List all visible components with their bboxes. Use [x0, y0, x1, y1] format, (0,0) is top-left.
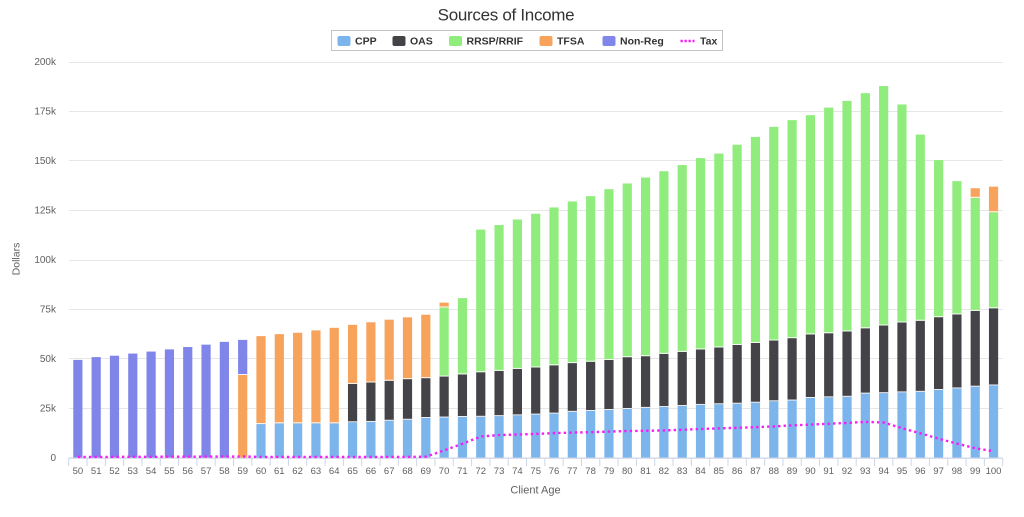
svg-text:77: 77 [567, 466, 578, 477]
svg-text:81: 81 [640, 466, 651, 477]
svg-text:OAS: OAS [410, 36, 433, 48]
svg-text:75k: 75k [40, 305, 57, 316]
svg-text:88: 88 [769, 466, 780, 477]
svg-text:Sources of Income: Sources of Income [438, 6, 575, 25]
svg-text:53: 53 [128, 466, 139, 477]
svg-text:90: 90 [805, 466, 816, 477]
svg-text:93: 93 [860, 466, 871, 477]
svg-text:79: 79 [604, 466, 615, 477]
svg-text:175k: 175k [34, 107, 57, 118]
svg-text:99: 99 [970, 466, 981, 477]
svg-text:Non-Reg: Non-Reg [620, 36, 664, 48]
svg-text:98: 98 [952, 466, 963, 477]
svg-text:73: 73 [494, 466, 505, 477]
svg-text:61: 61 [274, 466, 285, 477]
svg-text:RRSP/RRIF: RRSP/RRIF [467, 36, 524, 48]
svg-text:100k: 100k [34, 255, 57, 266]
svg-text:25k: 25k [40, 404, 57, 415]
svg-text:68: 68 [402, 466, 413, 477]
svg-text:62: 62 [292, 466, 303, 477]
svg-text:59: 59 [237, 466, 248, 477]
svg-text:69: 69 [421, 466, 432, 477]
svg-text:71: 71 [457, 466, 468, 477]
svg-text:64: 64 [329, 466, 340, 477]
svg-text:96: 96 [915, 466, 926, 477]
svg-text:65: 65 [347, 466, 358, 477]
svg-text:150k: 150k [34, 156, 57, 167]
svg-text:50: 50 [73, 466, 84, 477]
svg-text:56: 56 [182, 466, 193, 477]
svg-text:CPP: CPP [355, 36, 377, 48]
svg-text:95: 95 [897, 466, 908, 477]
svg-text:TFSA: TFSA [557, 36, 585, 48]
svg-text:84: 84 [695, 466, 706, 477]
svg-text:200k: 200k [34, 57, 57, 68]
svg-text:91: 91 [823, 466, 834, 477]
svg-text:100: 100 [986, 466, 1002, 477]
svg-text:0: 0 [50, 453, 56, 464]
svg-text:85: 85 [714, 466, 725, 477]
svg-text:55: 55 [164, 466, 175, 477]
svg-text:83: 83 [677, 466, 688, 477]
svg-text:60: 60 [256, 466, 267, 477]
svg-text:97: 97 [933, 466, 944, 477]
svg-text:82: 82 [659, 466, 670, 477]
svg-text:125k: 125k [34, 206, 57, 217]
svg-text:75: 75 [530, 466, 541, 477]
svg-text:63: 63 [311, 466, 322, 477]
svg-text:86: 86 [732, 466, 743, 477]
svg-text:Tax: Tax [700, 36, 717, 48]
svg-text:87: 87 [750, 466, 761, 477]
svg-text:94: 94 [878, 466, 889, 477]
svg-text:57: 57 [201, 466, 212, 477]
svg-text:76: 76 [549, 466, 560, 477]
svg-text:Client Age: Client Age [510, 485, 560, 497]
svg-text:Dollars: Dollars [11, 243, 23, 276]
svg-text:74: 74 [512, 466, 523, 477]
svg-text:66: 66 [366, 466, 377, 477]
svg-text:54: 54 [146, 466, 157, 477]
svg-text:70: 70 [439, 466, 450, 477]
svg-text:50k: 50k [40, 354, 57, 365]
svg-text:92: 92 [842, 466, 853, 477]
svg-text:58: 58 [219, 466, 230, 477]
svg-text:67: 67 [384, 466, 395, 477]
svg-text:51: 51 [91, 466, 102, 477]
svg-text:89: 89 [787, 466, 798, 477]
svg-text:52: 52 [109, 466, 120, 477]
svg-text:78: 78 [585, 466, 596, 477]
svg-text:80: 80 [622, 466, 633, 477]
svg-text:72: 72 [476, 466, 487, 477]
